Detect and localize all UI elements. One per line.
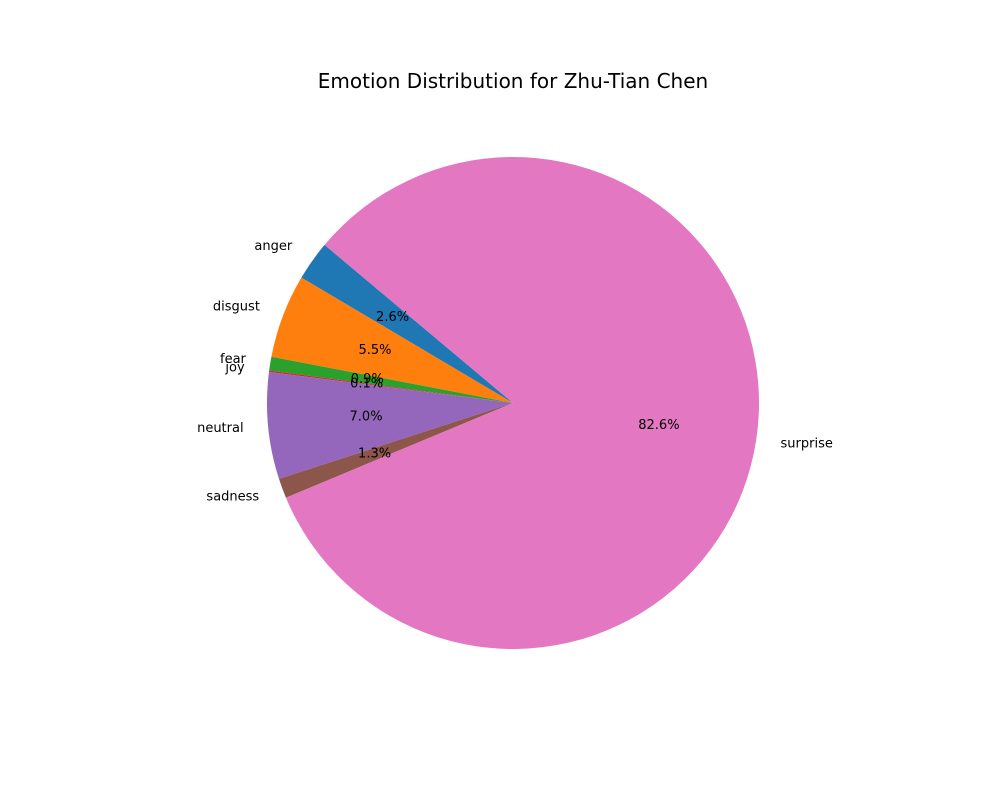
- pie-slice-joy: [268, 370, 513, 403]
- slice-percent-neutral: 7.0%: [350, 409, 383, 424]
- slice-label-surprise: surprise: [781, 436, 833, 451]
- slice-label-fear: fear: [220, 352, 247, 367]
- slice-label-disgust: disgust: [213, 300, 260, 315]
- pie-slice-disgust: [271, 277, 513, 403]
- slice-percent-fear: 0.9%: [351, 372, 384, 387]
- pie-slice-anger: [301, 244, 513, 403]
- slice-percent-disgust: 5.5%: [358, 343, 391, 358]
- slice-percent-sadness: 1.3%: [358, 447, 391, 462]
- pie-slice-sadness: [278, 403, 513, 498]
- pie-slice-surprise: [285, 157, 759, 650]
- pie-slices: [267, 157, 759, 650]
- slice-percent-anger: 2.6%: [376, 310, 409, 325]
- pie-labels: anger 2.6% disgust 5.5% fear 0.9% joy 0.1% neutr…: [197, 239, 833, 504]
- pie-slice-neutral: [267, 371, 513, 479]
- slice-label-neutral: neutral: [197, 421, 244, 436]
- chart-title: Emotion Distribution for Zhu-Tian Chen: [318, 69, 708, 93]
- slice-label-anger: anger: [254, 239, 292, 254]
- slice-percent-surprise: 82.6%: [638, 418, 679, 433]
- pie-slice-fear: [269, 356, 513, 403]
- slice-label-sadness: sadness: [206, 489, 259, 504]
- slice-label-joy: joy: [224, 361, 245, 376]
- slice-percent-joy: 0.1%: [350, 376, 383, 391]
